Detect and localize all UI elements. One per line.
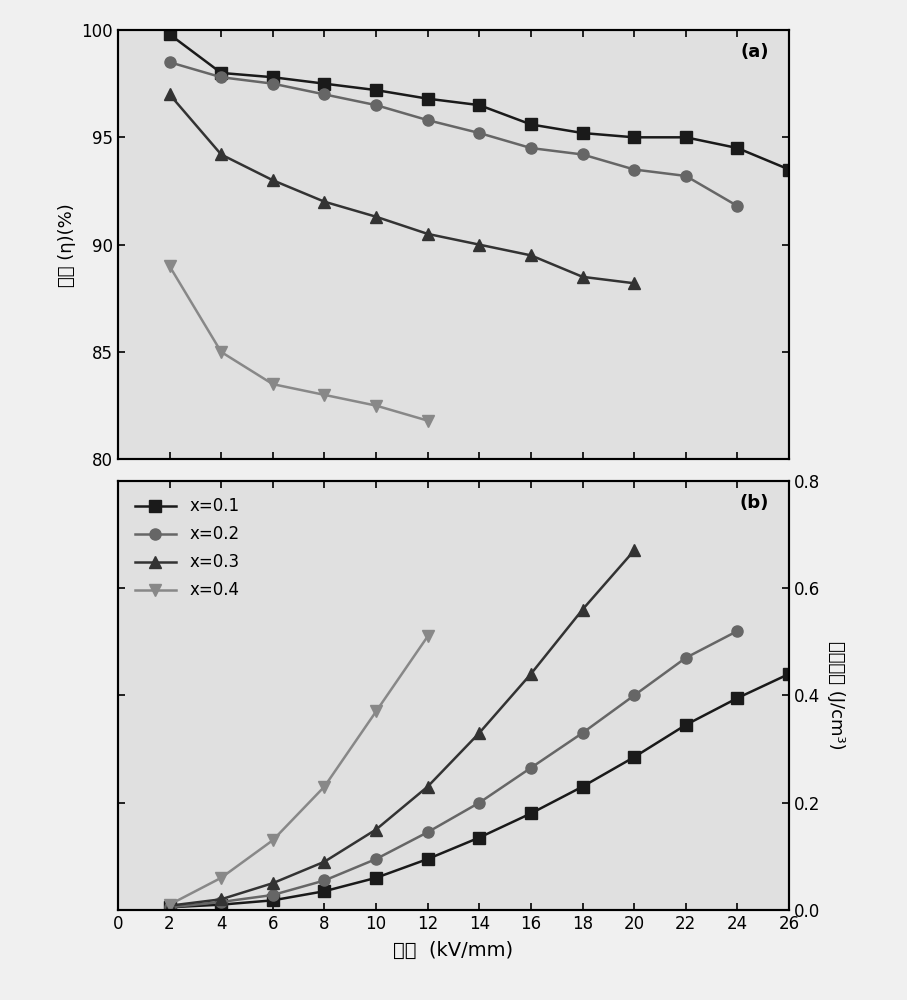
X-axis label: 电场  (kV/mm): 电场 (kV/mm) <box>394 941 513 960</box>
Legend: x=0.1, x=0.2, x=0.3, x=0.4: x=0.1, x=0.2, x=0.3, x=0.4 <box>126 489 248 608</box>
Text: (b): (b) <box>739 494 769 512</box>
Y-axis label: 效率 (η)(%): 效率 (η)(%) <box>58 203 76 287</box>
Text: (a): (a) <box>740 43 769 61</box>
Y-axis label: 储能密度 (J/cm³): 储能密度 (J/cm³) <box>827 641 845 750</box>
